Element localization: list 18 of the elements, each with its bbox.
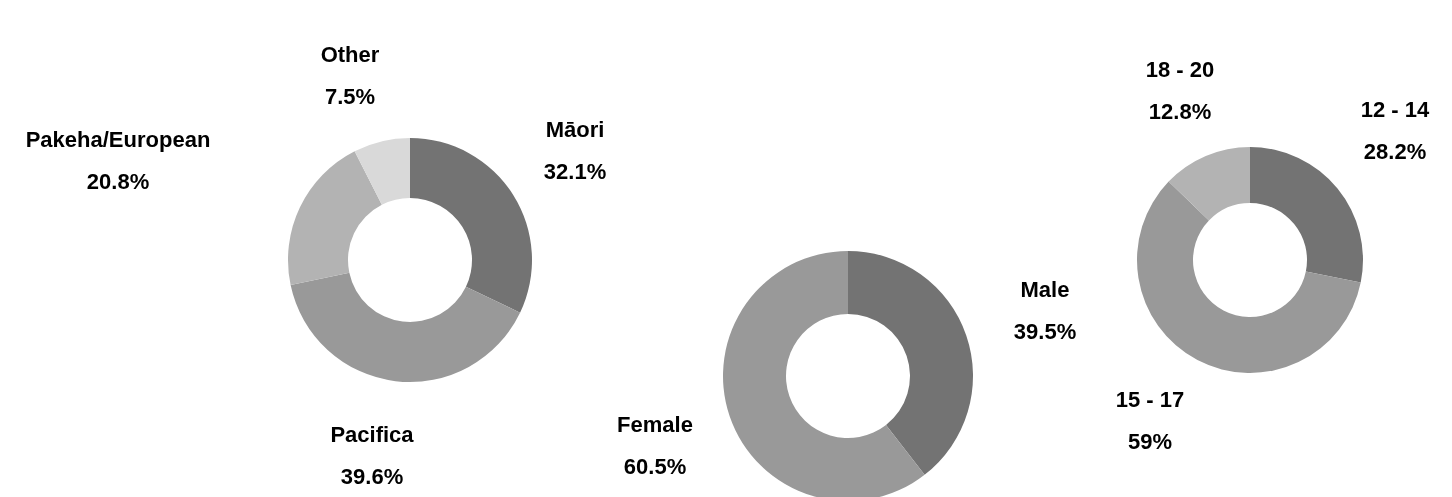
slice-label: Male bbox=[1020, 276, 1070, 302]
slice-label: 12 - 14 bbox=[1360, 96, 1431, 122]
data-label: 39.6% bbox=[340, 463, 404, 489]
slice-label: Pacifica bbox=[330, 421, 415, 447]
data-label: 32.1% bbox=[543, 158, 607, 184]
data-label: 39.5% bbox=[1013, 318, 1077, 344]
data-label: 7.5% bbox=[324, 83, 376, 109]
slice-label: Pakeha/European bbox=[25, 126, 211, 152]
data-label: 20.8% bbox=[86, 168, 150, 194]
data-label: 60.5% bbox=[623, 453, 687, 479]
slice-label: Other bbox=[320, 41, 380, 67]
slice-label: 18 - 20 bbox=[1145, 56, 1215, 82]
data-label: 28.2% bbox=[1363, 138, 1427, 164]
data-label: 12.8% bbox=[1148, 98, 1212, 124]
slice-label: Māori bbox=[545, 116, 605, 142]
slice-label: Female bbox=[617, 411, 693, 437]
slice-label: 15 - 17 bbox=[1115, 386, 1185, 412]
data-label: 59% bbox=[1127, 428, 1173, 454]
